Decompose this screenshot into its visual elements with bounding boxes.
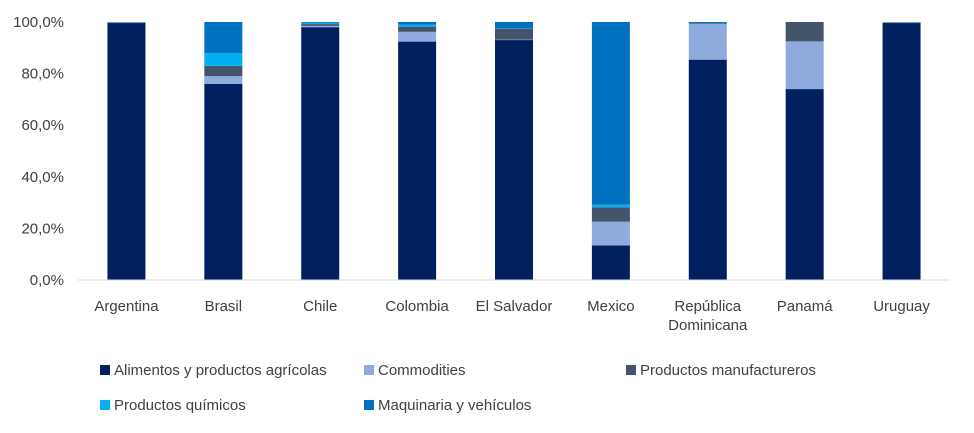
bar-segment bbox=[495, 39, 533, 41]
legend-label: Commodities bbox=[378, 362, 466, 379]
bar-segment bbox=[204, 76, 243, 84]
bar-segment bbox=[591, 207, 630, 222]
x-tick-label: El Salvador bbox=[476, 298, 553, 315]
y-axis: 0,0% 20,0% 40,0% 60,0% 80,0% 100,0% bbox=[13, 14, 64, 289]
x-tick-label: Mexico bbox=[587, 298, 635, 315]
bar-segment bbox=[591, 204, 630, 208]
bar-segment bbox=[204, 83, 243, 280]
bar-segment bbox=[301, 24, 340, 26]
bar-segment bbox=[688, 22, 727, 24]
bar-segment bbox=[495, 22, 533, 29]
bar-segment bbox=[591, 221, 630, 246]
bar-segment bbox=[688, 23, 727, 25]
bar-segment bbox=[495, 28, 533, 40]
bar-segment bbox=[495, 40, 533, 281]
bar-segment bbox=[301, 22, 340, 25]
x-tick-label: Brasil bbox=[205, 298, 243, 315]
legend-label: Productos manufactureros bbox=[640, 362, 816, 379]
bar-segment bbox=[301, 27, 340, 280]
y-tick-label: 100,0% bbox=[13, 14, 64, 31]
x-tick-label: Panamá bbox=[777, 298, 834, 315]
legend-swatch bbox=[364, 365, 374, 375]
y-tick-label: 20,0% bbox=[21, 220, 64, 237]
bar-segment bbox=[204, 65, 243, 77]
legend-swatch bbox=[626, 365, 636, 375]
legend: Alimentos y productos agrícolas Commoditi… bbox=[100, 362, 816, 414]
x-tick-label: Uruguay bbox=[873, 298, 930, 315]
bar-segment bbox=[204, 22, 243, 53]
bar-segment bbox=[591, 22, 630, 205]
bars bbox=[107, 22, 921, 281]
x-tick-label: Argentina bbox=[94, 298, 159, 315]
x-tick-label: Chile bbox=[303, 298, 337, 315]
y-tick-label: 0,0% bbox=[30, 272, 64, 289]
legend-swatch bbox=[364, 400, 374, 410]
bar-segment bbox=[301, 22, 340, 23]
x-tick-label: República bbox=[674, 298, 741, 315]
bar-segment bbox=[591, 245, 630, 280]
bar-segment bbox=[785, 89, 824, 280]
x-tick-label: Dominicana bbox=[668, 317, 748, 334]
bar-segment bbox=[688, 24, 727, 60]
bar-segment bbox=[398, 26, 437, 32]
bar-segment bbox=[398, 22, 437, 25]
y-tick-label: 40,0% bbox=[21, 169, 64, 186]
bar-segment bbox=[785, 41, 824, 90]
legend-label: Maquinaria y vehículos bbox=[378, 397, 531, 414]
legend-swatch bbox=[100, 365, 110, 375]
legend-label: Alimentos y productos agrícolas bbox=[114, 362, 327, 379]
bar-segment bbox=[398, 31, 437, 42]
x-tick-label: Colombia bbox=[385, 298, 449, 315]
x-axis-labels: Argentina Brasil Chile Colombia El Salvador M… bbox=[94, 298, 930, 334]
legend-label: Productos químicos bbox=[114, 397, 246, 414]
y-tick-label: 60,0% bbox=[21, 117, 64, 134]
bar-segment bbox=[398, 41, 437, 280]
legend-swatch bbox=[100, 400, 110, 410]
y-tick-label: 80,0% bbox=[21, 66, 64, 83]
bar-segment bbox=[785, 22, 824, 42]
bar-segment bbox=[398, 24, 437, 27]
bar-segment bbox=[204, 52, 243, 66]
bar-segment bbox=[301, 25, 340, 28]
bar-segment bbox=[882, 23, 921, 280]
bar-segment bbox=[688, 59, 727, 280]
bar-segment bbox=[107, 23, 146, 280]
